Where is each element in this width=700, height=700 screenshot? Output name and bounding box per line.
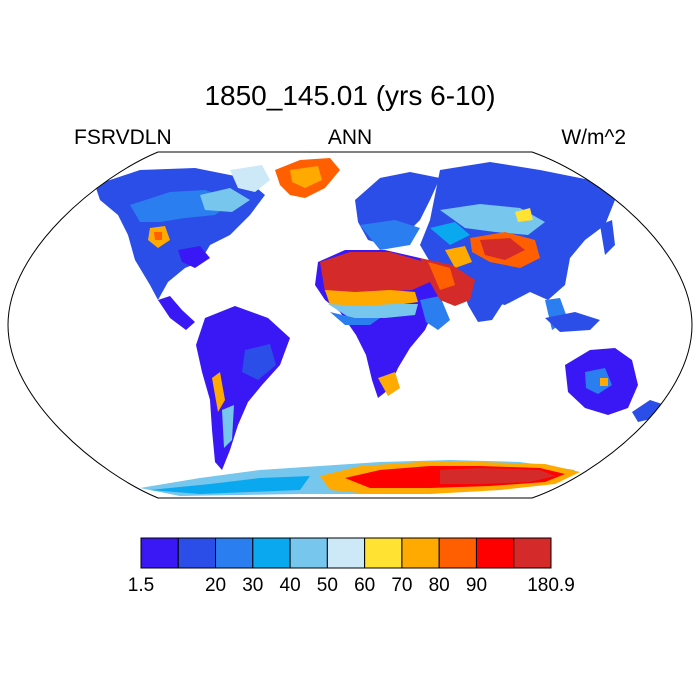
season-label: ANN [327,126,373,149]
colorbar-swatch [252,537,291,569]
south-america [196,306,290,470]
colorbar-label: 20 [205,575,226,596]
colorbar-swatch [140,537,179,569]
colorbar-swatch [364,537,403,569]
colorbar-label: 30 [242,575,263,596]
australia [545,312,665,422]
antarctica [140,460,580,496]
colorbar-swatch [401,537,440,569]
colorbar-swatch [177,537,217,569]
colorbar-label: 80 [429,575,450,596]
colorbar-swatch [513,537,552,569]
colorbar-label: 60 [354,575,375,596]
units-label: W/m^2 [561,126,626,149]
colorbar-label: 1.5 [128,575,154,596]
map-border [7,151,693,499]
colorbar-swatch [215,537,254,569]
map-title: 1850_145.01 (yrs 6-10) [204,80,496,111]
variable-label: FSRVDLN [74,126,172,149]
colorbar-swatch [326,537,366,569]
greenland [275,158,340,198]
colorbar-label: 90 [466,575,487,596]
colorbar-swatch [438,537,477,569]
north-america [95,165,270,330]
colorbar-label: 50 [317,575,338,596]
colorbar-label: 180.9 [527,575,575,596]
colorbar-swatch [475,537,515,569]
colorbar-swatch [289,537,328,569]
asia [420,162,615,330]
colorbar-label: 40 [280,575,301,596]
europe [355,172,440,250]
colorbar-label: 70 [391,575,412,596]
africa [315,250,475,398]
